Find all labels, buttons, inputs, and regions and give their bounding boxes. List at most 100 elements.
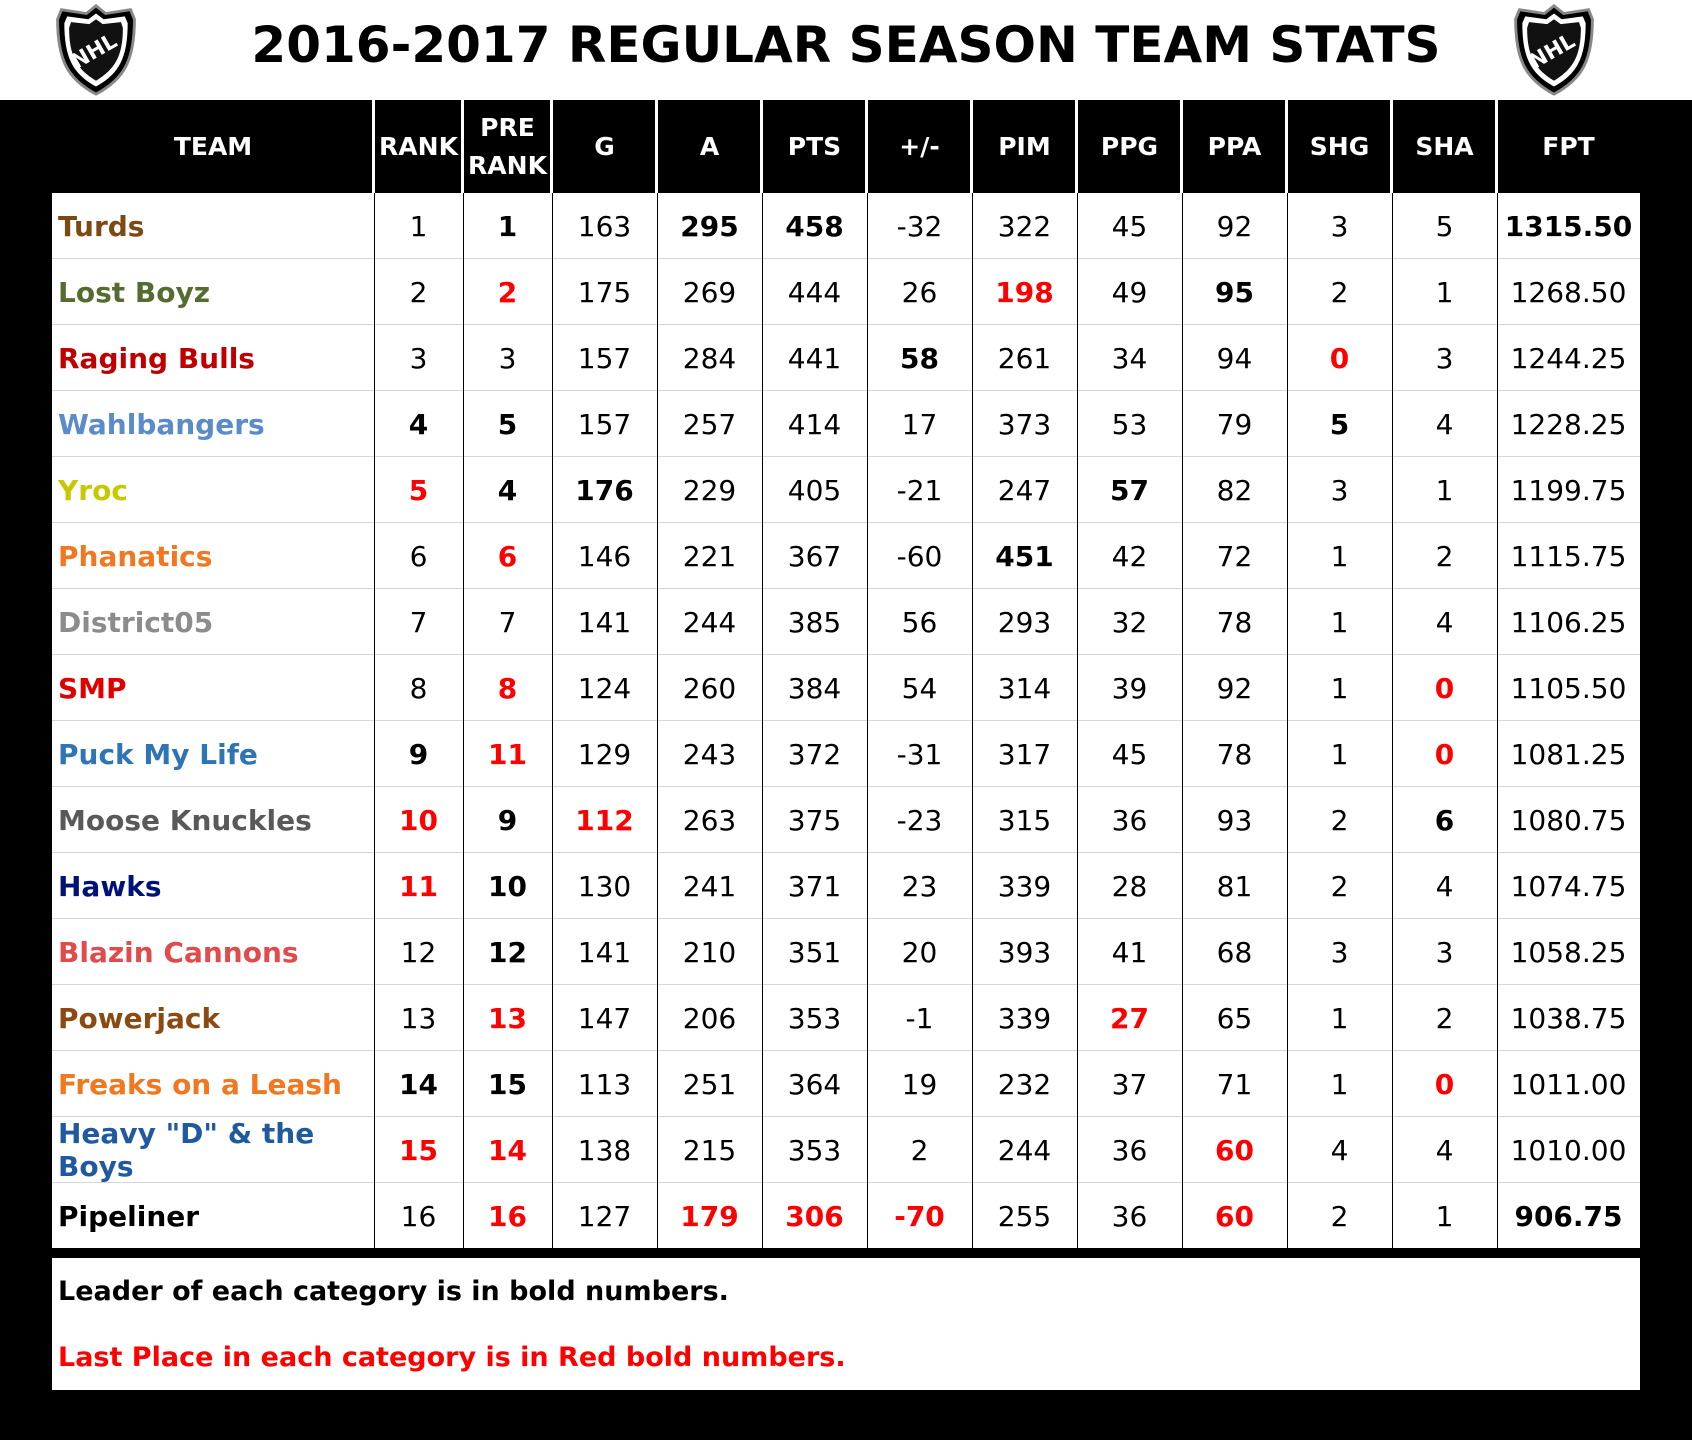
stat-cell: 1081.25: [1510, 737, 1627, 771]
stat-cell: 385: [787, 605, 842, 639]
column-header: TEAM: [173, 131, 253, 161]
stat-cell: 81: [1216, 869, 1253, 903]
stat-cell: 36: [1111, 1199, 1148, 1233]
page-header: NHL 2016-2017 REGULAR SEASON TEAM STATS …: [0, 0, 1692, 100]
table-row: Turds 1 1 163 295 458 -32 322 45 92 3 5 1315.50: [52, 193, 1640, 259]
stat-cell: 263: [682, 803, 737, 837]
bold-note: Leader of each category is in bold numbe…: [58, 1276, 729, 1307]
stat-cell: 0: [1434, 671, 1455, 705]
stat-cell: 42: [1111, 539, 1148, 573]
red-note: Last Place in each category is in Red bo…: [58, 1342, 846, 1373]
stat-cell: 49: [1111, 275, 1148, 309]
stat-cell: 15: [488, 1067, 527, 1101]
column-divider: [1182, 193, 1183, 1248]
stat-cell: 157: [577, 407, 632, 441]
stat-cell: 163: [577, 209, 632, 243]
stat-cell: 138: [577, 1133, 632, 1167]
stat-cell: 198: [995, 275, 1054, 309]
column-header: A: [699, 131, 720, 161]
table-row: Raging Bulls 3 3 157 284 441 58 261 34 94 0 3 1244.2…: [52, 325, 1640, 391]
stat-cell: 36: [1111, 1133, 1148, 1167]
column-header: PTS: [787, 131, 842, 161]
stat-cell: 12: [400, 935, 437, 969]
stat-cell: 23: [901, 869, 938, 903]
stat-cell: 45: [1111, 737, 1148, 771]
stat-cell: 4: [1330, 1133, 1349, 1167]
stat-cell: 1: [1330, 737, 1349, 771]
stat-cell: 1244.25: [1510, 341, 1627, 375]
stat-cell: 322: [997, 209, 1052, 243]
stat-cell: 9: [408, 737, 429, 771]
stat-cell: 10: [399, 803, 438, 837]
stat-cell: 2: [1330, 869, 1349, 903]
stat-cell: 60: [1215, 1199, 1254, 1233]
stat-cell: 353: [787, 1001, 842, 1035]
stat-cell: 4: [497, 473, 518, 507]
stat-cell: 4: [1435, 869, 1454, 903]
stat-cell: 314: [997, 671, 1052, 705]
team-name: Yroc: [58, 473, 128, 507]
table-row: Lost Boyz 2 2 175 269 444 26 198 49 95 2 1 1268.50: [52, 259, 1640, 325]
stat-cell: 2: [910, 1133, 929, 1167]
stat-cell: 206: [682, 1001, 737, 1035]
stat-cell: 441: [787, 341, 842, 375]
stat-cell: -32: [896, 209, 943, 243]
stat-cell: 11: [488, 737, 527, 771]
stat-cell: 36: [1111, 803, 1148, 837]
stat-cell: 3: [409, 341, 428, 375]
team-name: Freaks on a Leash: [58, 1067, 342, 1101]
stat-cell: 1: [1330, 539, 1349, 573]
column-header: SHA: [1415, 131, 1474, 161]
stat-cell: 247: [997, 473, 1052, 507]
stat-cell: 12: [488, 935, 527, 969]
team-name: Turds: [58, 209, 145, 243]
stat-cell: 6: [1434, 803, 1455, 837]
stat-cell: 179: [680, 1199, 739, 1233]
stat-cell: 20: [901, 935, 938, 969]
stat-cell: 393: [997, 935, 1052, 969]
stat-cell: 269: [682, 275, 737, 309]
header-divider: [461, 100, 464, 193]
table-row: Yroc 5 4 176 229 405 -21 247 57 82 3 1 1199.75: [52, 457, 1640, 523]
stat-cell: 4: [1435, 1133, 1454, 1167]
table-row: Moose Knuckles 10 9 112 263 375 -23 315 36 93 2 6 10…: [52, 787, 1640, 853]
header-divider: [1180, 100, 1183, 193]
stat-cell: 1: [1435, 1199, 1454, 1233]
stat-cell: 317: [997, 737, 1052, 771]
stat-cell: 10: [488, 869, 527, 903]
stat-cell: 4: [1435, 605, 1454, 639]
stat-cell: 71: [1216, 1067, 1253, 1101]
stat-cell: 0: [1434, 1067, 1455, 1101]
stat-cell: 229: [682, 473, 737, 507]
stat-cell: 92: [1216, 671, 1253, 705]
stat-cell: 351: [787, 935, 842, 969]
stat-cell: 7: [498, 605, 517, 639]
table-row: Puck My Life 9 11 129 243 372 -31 317 45 78 1 0 1081…: [52, 721, 1640, 787]
stat-cell: 141: [577, 605, 632, 639]
stat-cell: 79: [1216, 407, 1253, 441]
stat-cell: 157: [577, 341, 632, 375]
table-row: Wahlbangers 4 5 157 257 414 17 373 53 79 5 4 1228.25: [52, 391, 1640, 457]
stat-cell: 1: [1330, 671, 1349, 705]
table-header-row: TEAM RANK PRE RANK G A PTS +/- PIM PPG PPA SHG SHA F…: [52, 100, 1640, 193]
column-divider: [657, 193, 658, 1248]
stat-cell: 3: [1435, 935, 1454, 969]
stat-cell: 13: [488, 1001, 527, 1035]
table-row: SMP 8 8 124 260 384 54 314 39 92 1 0 1105.50: [52, 655, 1640, 721]
column-header: SHG: [1309, 131, 1370, 161]
stat-cell: 54: [901, 671, 938, 705]
header-divider: [760, 100, 763, 193]
stat-cell: 92: [1216, 209, 1253, 243]
stat-cell: 26: [901, 275, 938, 309]
stat-cell: 93: [1216, 803, 1253, 837]
column-divider: [463, 193, 464, 1248]
stat-cell: 16: [400, 1199, 437, 1233]
stat-cell: 1315.50: [1504, 209, 1633, 243]
stat-cell: 215: [682, 1133, 737, 1167]
stat-cell: 65: [1216, 1001, 1253, 1035]
stat-cell: 3: [1330, 473, 1349, 507]
stat-cell: 1199.75: [1510, 473, 1627, 507]
stat-cell: 5: [1329, 407, 1350, 441]
stat-cell: 15: [399, 1133, 438, 1167]
stat-cell: 414: [787, 407, 842, 441]
